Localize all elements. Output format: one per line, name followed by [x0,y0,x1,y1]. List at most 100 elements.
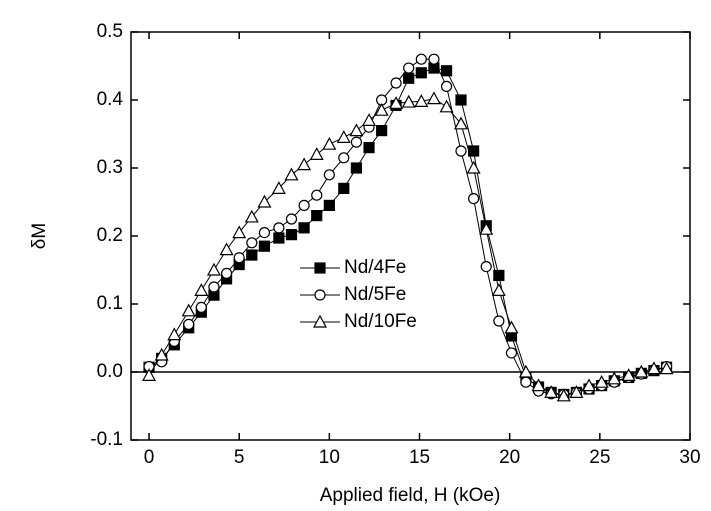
marker [220,267,233,279]
marker [298,199,310,211]
marker [426,91,441,105]
marker [428,53,440,65]
marker [322,136,337,150]
y-tick-label: 0.5 [97,21,123,42]
marker [195,301,207,313]
marker [362,113,377,127]
y-tick-label: 0.2 [97,225,123,246]
marker [338,182,350,194]
marker [323,199,335,211]
marker [439,99,454,113]
marker [594,374,609,388]
x-tick-label: 30 [679,447,700,468]
marker [414,94,429,107]
marker [338,152,350,164]
marker [480,261,492,273]
marker [491,283,506,296]
marker [285,213,298,225]
marker [634,364,649,378]
marker [285,229,298,241]
marker [376,124,388,137]
marker [518,364,533,378]
marker [440,80,453,93]
marker [206,262,221,276]
marker [350,136,363,148]
marker [258,240,271,252]
marker [544,385,559,398]
marker [336,130,351,143]
marker [271,181,286,194]
marker [349,123,364,137]
marker [520,376,532,388]
y-tick-label: 0.4 [97,89,124,110]
x-tick-label: 15 [409,447,430,468]
series-line [148,58,667,395]
marker [181,303,196,317]
y-tick-label: 0.0 [97,361,123,382]
legend-label: Nd/4Fe [344,257,406,278]
marker [493,269,505,282]
marker [389,96,404,110]
marker [621,368,636,381]
marker [246,249,258,261]
marker [232,225,247,239]
legend-label: Nd/10Fe [344,311,417,332]
marker [505,347,518,359]
marker [244,209,259,223]
marker [297,157,312,171]
marker [374,102,389,116]
marker [401,94,416,108]
marker [659,361,674,375]
y-tick-label: -0.1 [90,429,123,450]
marker [208,281,220,293]
marker [479,221,494,235]
marker [440,65,453,77]
marker [569,385,584,398]
x-tick-label: 5 [234,447,245,468]
marker [309,147,324,160]
marker [607,371,622,385]
marker [284,167,299,181]
marker [257,194,272,208]
marker [258,227,271,239]
marker [246,237,258,249]
marker [455,94,467,106]
x-axis-label: Applied field, H (kOe) [320,485,501,506]
marker [363,142,375,154]
marker [154,347,169,361]
marker [183,318,195,330]
marker [468,193,480,205]
marker [312,314,328,328]
marker [142,368,157,381]
y-tick-label: 0.3 [97,157,123,178]
x-tick-label: 0 [144,447,155,468]
marker [298,222,310,234]
marker [415,67,427,79]
marker [233,252,245,264]
marker [455,145,467,157]
marker [403,62,415,74]
marker [390,77,402,89]
marker [415,53,427,65]
y-axis-label: δM [29,223,50,249]
marker [493,315,505,327]
marker [314,262,326,274]
x-tick-label: 20 [499,447,520,468]
marker [453,116,469,130]
plot-frame [130,31,691,441]
marker [582,378,597,392]
marker [504,320,519,334]
x-tick-label: 25 [589,447,610,468]
series-line [148,67,667,395]
marker [314,289,326,301]
marker [556,388,571,402]
marker [273,222,285,234]
marker [403,72,415,84]
marker [531,378,546,392]
marker [167,327,182,341]
marker [466,160,481,174]
legend-label: Nd/5Fe [344,284,406,305]
x-tick-label: 10 [319,447,340,468]
marker [350,162,363,174]
